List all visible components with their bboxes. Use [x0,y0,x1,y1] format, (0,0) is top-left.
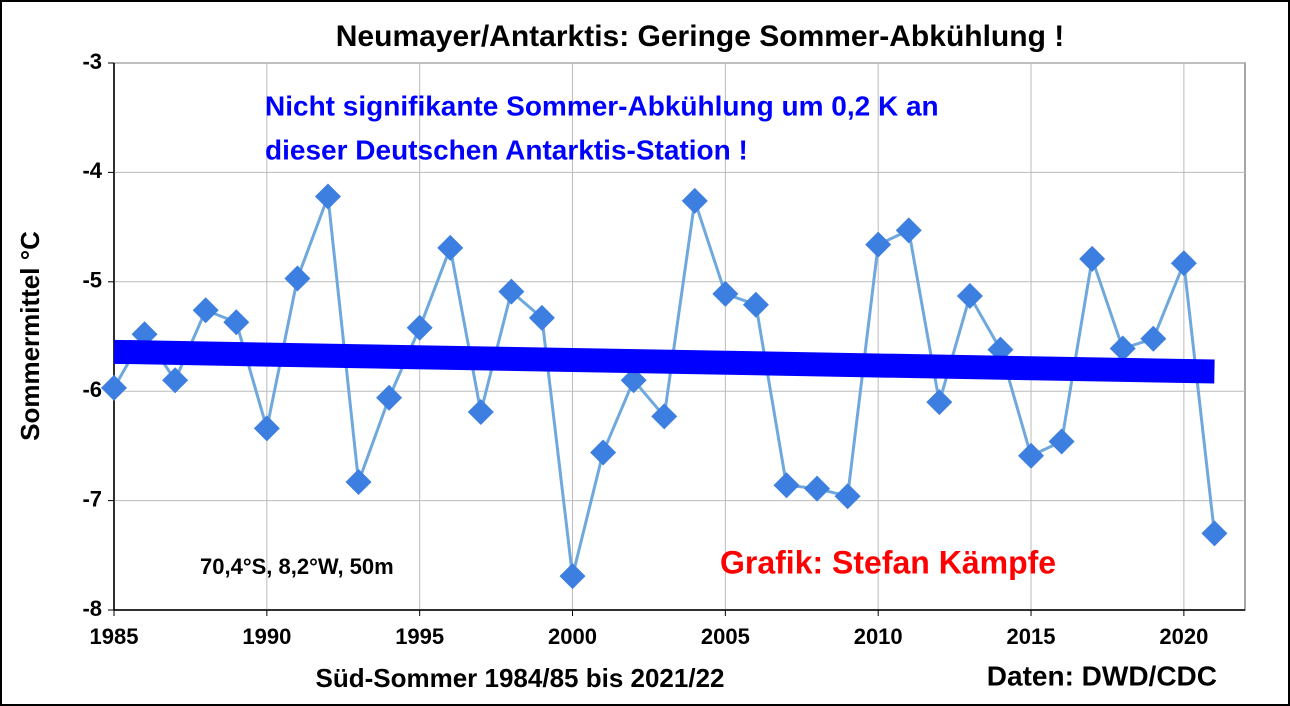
data-point [192,297,219,324]
data-point [620,367,647,394]
data-point [314,183,341,210]
data-point [162,367,189,394]
data-point [101,374,127,401]
y-tick-label: -7 [82,486,102,511]
data-point [895,217,922,244]
data-point [498,278,525,305]
data-point [1079,245,1106,272]
x-tick-label: 2020 [1159,624,1208,649]
data-point [1170,250,1197,277]
data-point [834,483,861,510]
data-point [1109,335,1136,362]
data-point [223,309,250,336]
plot-area [113,62,1246,611]
x-tick-label: 1990 [242,624,291,649]
x-tick-label: 2000 [548,624,597,649]
x-tick-label: 2010 [854,624,903,649]
data-point [345,469,372,496]
trend-line [113,339,1215,384]
data-point [651,403,678,430]
data-point [1140,325,1167,352]
data-point [1201,520,1228,547]
data-point [437,234,464,261]
data-point [773,472,800,499]
data-point [376,384,403,411]
chart-title: Neumayer/Antarktis: Geringe Sommer-Abküh… [336,20,1064,53]
data-point [712,280,739,307]
y-tick-label: -3 [82,49,102,74]
y-tick-label: -6 [82,377,102,402]
y-axis-label: Sommermittel °C [15,231,45,441]
annotation: Daten: DWD/CDC [987,660,1217,691]
data-point [956,283,983,310]
x-axis-label: Süd-Sommer 1984/85 bis 2021/22 [315,663,724,693]
data-point [1018,442,1045,469]
annotation: 70,4°S, 8,2°W, 50m [200,554,394,579]
x-tick-label: 2005 [701,624,750,649]
data-point [253,415,280,442]
annotation: dieser Deutschen Antarktis-Station ! [265,134,748,165]
data-point [681,187,708,214]
y-tick-label: -8 [82,596,102,621]
annotation: Nicht signifikante Sommer-Abkühlung um 0… [265,90,939,121]
data-point [528,304,555,331]
data-point [406,314,433,341]
data-point [467,398,494,425]
y-tick-label: -4 [82,158,102,183]
data-point [926,389,953,416]
x-tick-label: 1985 [90,624,139,649]
x-tick-label: 1995 [395,624,444,649]
data-point [590,439,617,466]
data-point [559,563,586,590]
x-tick-label: 2015 [1007,624,1056,649]
data-point [1048,428,1075,455]
data-point [284,265,311,292]
data-point [742,291,769,318]
data-point [804,475,831,502]
data-point [865,231,892,258]
y-tick-label: -5 [82,268,102,293]
annotation: Grafik: Stefan Kämpfe [720,544,1056,580]
